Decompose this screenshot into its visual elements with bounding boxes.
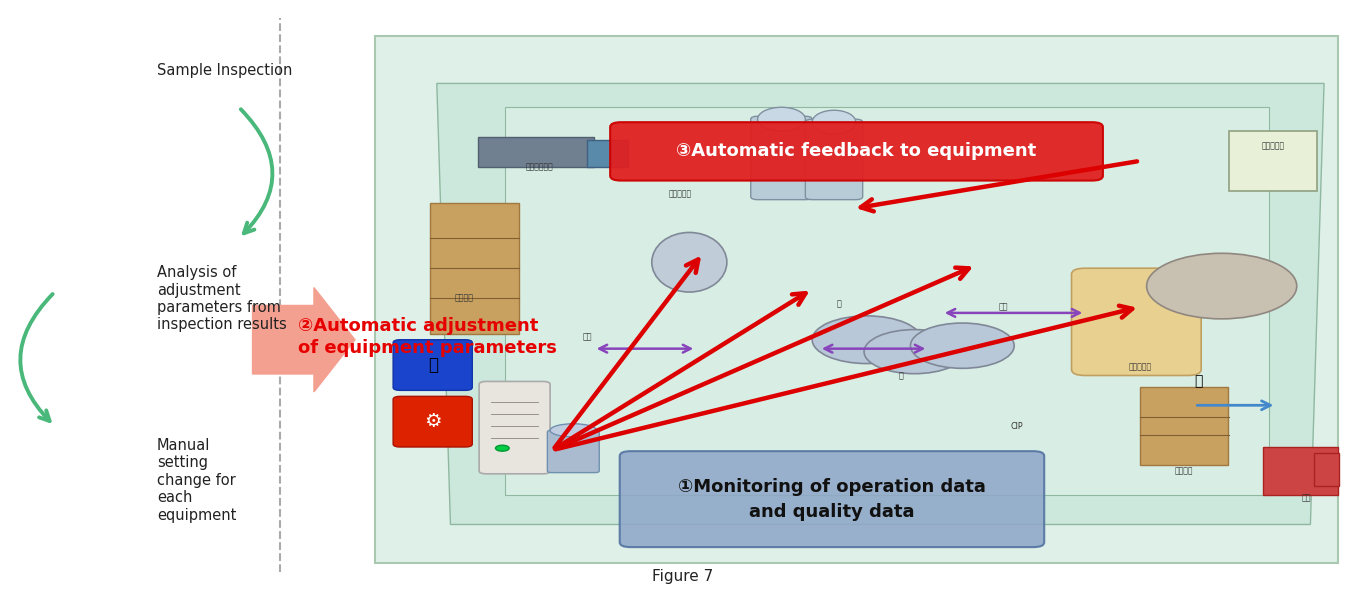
Text: ②Automatic adjustment
of equipment parameters: ②Automatic adjustment of equipment param… (298, 316, 557, 357)
Polygon shape (505, 107, 1269, 495)
FancyBboxPatch shape (805, 119, 863, 200)
Text: 合: 合 (837, 299, 842, 309)
FancyBboxPatch shape (620, 451, 1044, 547)
FancyBboxPatch shape (1228, 131, 1317, 191)
Text: 設備: 設備 (999, 302, 1007, 312)
FancyBboxPatch shape (547, 430, 599, 473)
Text: 充填・包装: 充填・包装 (1129, 362, 1151, 371)
FancyBboxPatch shape (479, 381, 550, 474)
Circle shape (910, 323, 1014, 368)
Text: 工程管理室: 工程管理室 (1261, 141, 1284, 151)
Text: 出荷: 出荷 (1302, 493, 1310, 502)
Text: 👷: 👷 (1194, 374, 1203, 389)
FancyBboxPatch shape (375, 36, 1338, 563)
FancyBboxPatch shape (610, 122, 1103, 181)
FancyBboxPatch shape (478, 137, 594, 167)
Text: 原料タンク: 原料タンク (669, 189, 691, 198)
FancyBboxPatch shape (393, 396, 472, 447)
FancyBboxPatch shape (1072, 268, 1201, 375)
Ellipse shape (758, 107, 805, 131)
FancyBboxPatch shape (1263, 447, 1338, 495)
Text: Figure 7: Figure 7 (652, 569, 713, 584)
Text: CIP: CIP (1010, 421, 1024, 431)
Text: Manual
setting
change for
each
equipment: Manual setting change for each equipment (157, 438, 236, 523)
Ellipse shape (652, 232, 728, 292)
FancyBboxPatch shape (1140, 387, 1228, 465)
Text: ③Automatic feedback to equipment: ③Automatic feedback to equipment (677, 142, 1036, 160)
FancyBboxPatch shape (587, 140, 628, 167)
Text: ローリー受入: ローリー受入 (526, 162, 553, 172)
Text: Sample Inspection: Sample Inspection (157, 63, 292, 77)
FancyBboxPatch shape (1314, 453, 1339, 486)
FancyBboxPatch shape (430, 203, 519, 334)
Text: 製品倉庫: 製品倉庫 (1174, 466, 1193, 476)
Text: 原料倉庫: 原料倉庫 (455, 293, 474, 303)
Text: Analysis of
adjustment
parameters from
inspection results: Analysis of adjustment parameters from i… (157, 265, 287, 333)
Text: ①Monitoring of operation data
and quality data: ①Monitoring of operation data and qualit… (678, 477, 986, 521)
FancyBboxPatch shape (393, 340, 472, 390)
Circle shape (864, 330, 965, 374)
Circle shape (495, 445, 509, 451)
Ellipse shape (550, 424, 597, 437)
Circle shape (812, 316, 921, 364)
Ellipse shape (812, 110, 856, 134)
Text: 解: 解 (898, 371, 904, 380)
Polygon shape (437, 83, 1324, 524)
Text: 🧠: 🧠 (427, 356, 438, 374)
Text: 計量: 計量 (583, 332, 591, 342)
Circle shape (1147, 253, 1297, 319)
FancyArrow shape (253, 288, 355, 392)
Text: ⚙: ⚙ (425, 412, 441, 431)
FancyBboxPatch shape (751, 116, 812, 200)
